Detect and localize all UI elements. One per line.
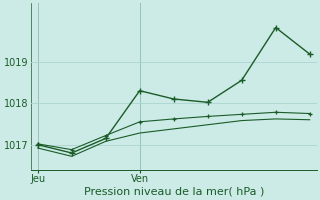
- X-axis label: Pression niveau de la mer( hPa ): Pression niveau de la mer( hPa ): [84, 187, 264, 197]
